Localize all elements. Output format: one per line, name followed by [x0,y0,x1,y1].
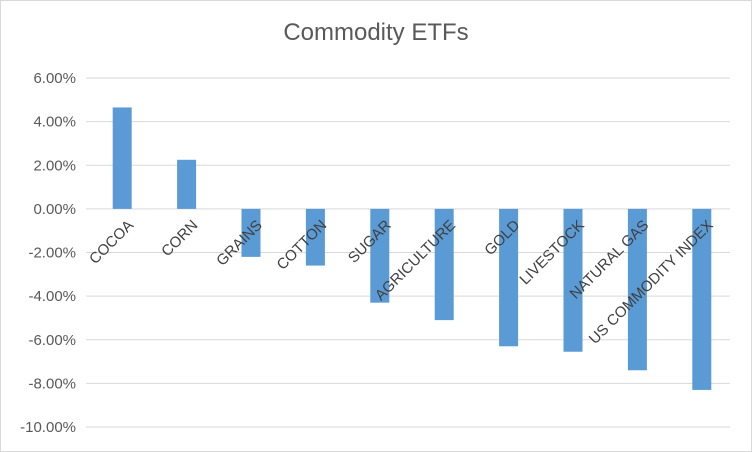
bar-livestock [563,208,583,352]
bar-cocoa [112,107,132,209]
y-tick-label: 2.00% [33,157,76,174]
category-label: COCOA [86,217,137,268]
y-tick-label: -6.00% [28,332,76,349]
y-tick-label: 6.00% [33,70,76,87]
bar-agriculture [434,208,454,321]
y-tick-label: -8.00% [28,375,76,392]
bar-natural-gas [627,208,647,371]
bar-gold [499,208,519,347]
y-tick-label: -2.00% [28,245,76,262]
y-tick-label: 0.00% [33,201,76,218]
chart-title: Commodity ETFs [283,19,469,46]
bar-us-commodity-index [692,208,712,390]
bar-sugar [370,208,390,303]
y-axis-tick-labels: 6.00% 4.00% 2.00% 0.00% -2.00% -4.00% -6.00% -8… [20,70,76,436]
bar-grains [241,208,261,257]
category-label: CORN [158,217,201,260]
bars [112,107,712,390]
gridlines [86,77,730,428]
bar-cotton [305,208,325,266]
bar-corn [177,159,197,209]
y-tick-label: -10.00% [20,419,76,436]
y-tick-label: -4.00% [28,288,76,305]
y-tick-label: 4.00% [33,114,76,131]
